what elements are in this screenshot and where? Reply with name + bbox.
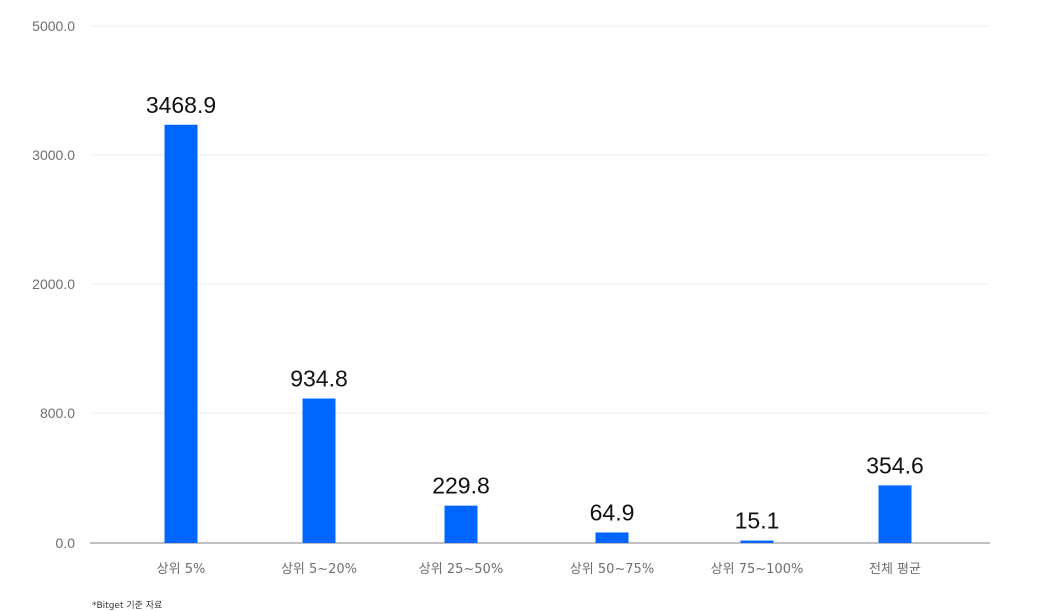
y-tick-label: 3000.0: [32, 147, 75, 163]
bar: [595, 532, 629, 543]
x-tick-label: 상위 50~75%: [570, 562, 654, 577]
x-tick-label: 상위 5%: [157, 562, 206, 577]
x-tick-label: 상위 75~100%: [711, 562, 804, 577]
x-tick-label: 상위 25~50%: [419, 562, 503, 577]
bar: [302, 398, 336, 543]
bar: [444, 505, 478, 543]
y-tick-label: 800.0: [40, 405, 75, 421]
data-label: 229.8: [432, 473, 490, 499]
data-label: 354.6: [866, 452, 924, 478]
x-tick-label: 전체 평균: [869, 562, 921, 577]
x-tick-label: 상위 5~20%: [281, 562, 357, 577]
footnote: *Bitget 기준 자료: [92, 601, 163, 611]
data-label: 934.8: [290, 366, 348, 392]
data-label: 64.9: [590, 499, 635, 525]
bar: [164, 124, 198, 543]
y-tick-label: 5000.0: [32, 18, 75, 34]
data-label: 15.1: [735, 508, 780, 534]
bar: [878, 485, 912, 543]
data-label: 3468.9: [146, 92, 216, 118]
y-tick-label: 0.0: [56, 535, 76, 551]
y-tick-label: 2000.0: [32, 276, 75, 292]
bar: [740, 540, 774, 543]
